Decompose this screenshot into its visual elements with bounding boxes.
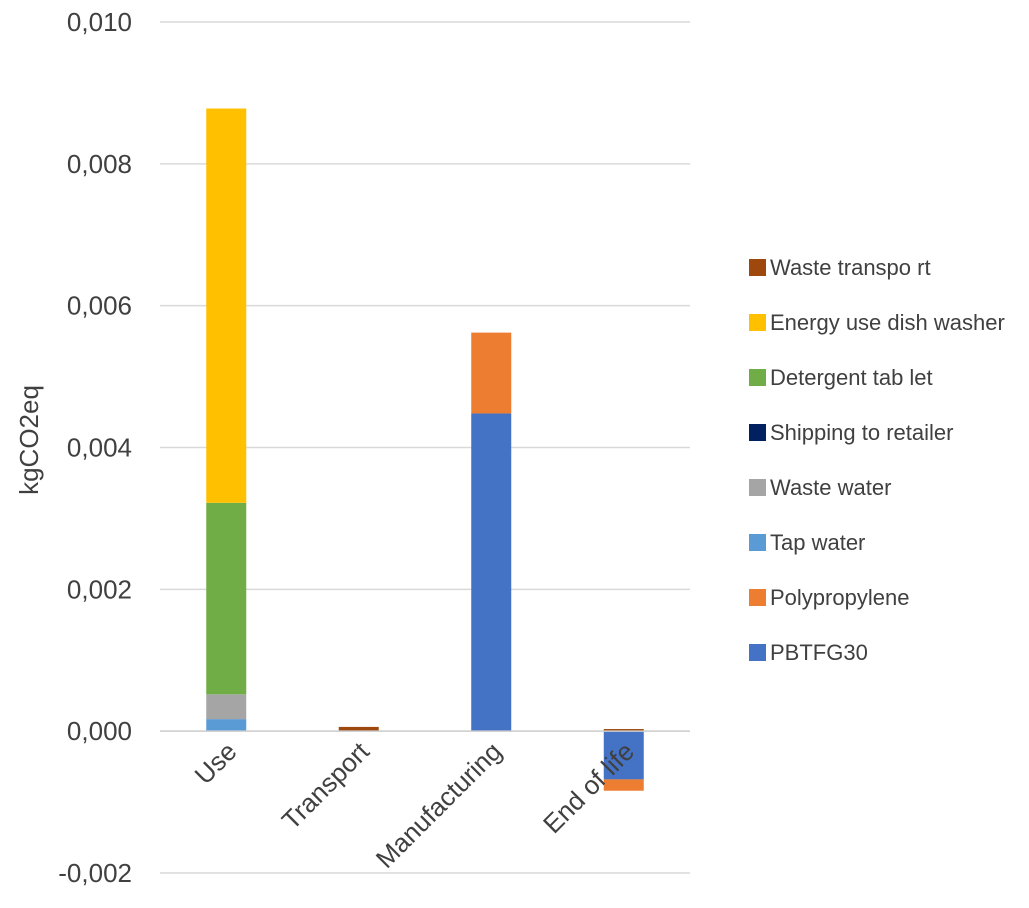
bar-segment xyxy=(206,108,247,503)
y-axis-ticks: -0,002 0,000 0,002 0,004 0,006 0,008 0,010 xyxy=(58,7,132,888)
y-tick-label: 0,008 xyxy=(67,149,132,179)
bar-segment xyxy=(206,502,247,695)
legend-label: Polypropylene xyxy=(770,585,909,610)
legend-swatch xyxy=(749,259,766,276)
bar-segment xyxy=(471,332,512,414)
y-tick-label: 0,004 xyxy=(67,433,132,463)
y-tick-label: 0,000 xyxy=(67,716,132,746)
legend-swatch xyxy=(749,644,766,661)
bars xyxy=(206,108,644,791)
legend-label: Waste water xyxy=(770,475,891,500)
bar-segment xyxy=(603,731,644,780)
y-tick-label: 0,010 xyxy=(67,7,132,37)
legend-label: Shipping to retailer xyxy=(770,420,953,445)
legend-label: Tap water xyxy=(770,530,865,555)
y-tick-label: -0,002 xyxy=(58,858,132,888)
bar-segment xyxy=(603,779,644,791)
legend-swatch xyxy=(749,424,766,441)
y-tick-label: 0,002 xyxy=(67,574,132,604)
legend-swatch xyxy=(749,479,766,496)
bar-segment xyxy=(338,726,379,732)
bar-segment xyxy=(471,413,512,732)
legend-swatch xyxy=(749,369,766,386)
x-category-label: Use xyxy=(189,736,243,790)
y-tick-label: 0,006 xyxy=(67,291,132,321)
x-category-label: Transport xyxy=(276,736,376,836)
legend-label: Waste transpo rt xyxy=(770,255,931,280)
legend: Waste transpo rt Energy use dish washer De… xyxy=(749,255,1005,665)
legend-swatch xyxy=(749,314,766,331)
legend-swatch xyxy=(749,534,766,551)
legend-label: Detergent tab let xyxy=(770,365,933,390)
x-category-label: Manufacturing xyxy=(370,736,508,874)
bar-segment xyxy=(603,729,644,732)
bar-segment xyxy=(206,719,247,732)
legend-swatch xyxy=(749,589,766,606)
legend-label: Energy use dish washer xyxy=(770,310,1005,335)
y-axis-title: kgCO2eq xyxy=(14,385,44,495)
legend-label: PBTFG30 xyxy=(770,640,868,665)
bar-segment xyxy=(206,694,247,720)
